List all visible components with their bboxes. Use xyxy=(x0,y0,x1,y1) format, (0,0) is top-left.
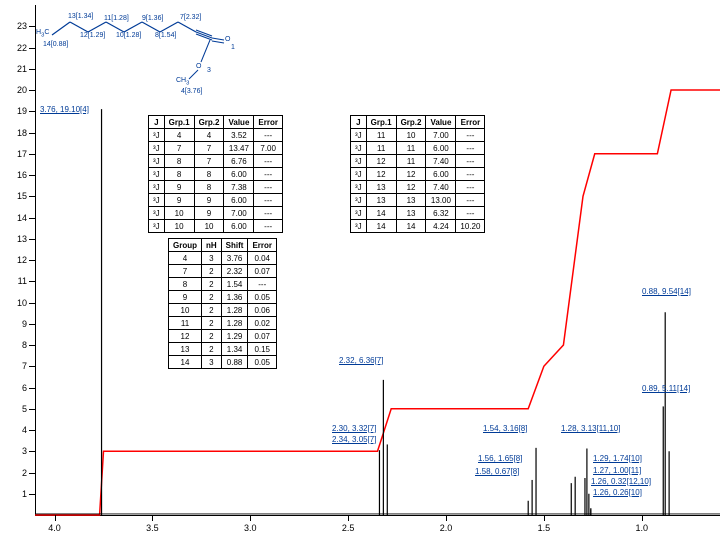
x-axis xyxy=(35,515,720,516)
y-tick-label: 10 xyxy=(3,298,27,308)
group-shift-table: GroupnHShiftError 433.760.04722.320.0782… xyxy=(168,238,277,369)
molecule-atom-label: 4[3.76] xyxy=(181,88,202,95)
peak-label: 0.88, 9.54[14] xyxy=(642,287,691,296)
molecule-atom-label: 7[2.32] xyxy=(180,14,201,21)
y-tick xyxy=(29,69,35,70)
y-tick xyxy=(29,388,35,389)
y-tick xyxy=(29,324,35,325)
peak-label: 1.28, 3.13[11,10] xyxy=(561,424,620,433)
molecule-atom-label: 9[1.36] xyxy=(142,15,163,22)
y-tick xyxy=(29,494,35,495)
y-tick-label: 23 xyxy=(3,21,27,31)
molecule-atom-label: 12[1.29] xyxy=(80,32,105,39)
peak-label: 1.26, 0.32[12,10] xyxy=(591,477,651,486)
molecule-atom-label: 1 xyxy=(231,44,235,51)
y-axis xyxy=(35,5,36,515)
y-tick-label: 4 xyxy=(3,425,27,435)
peak-label: 1.58, 0.67[8] xyxy=(475,467,519,476)
molecule-atom-label: O xyxy=(225,36,230,43)
molecule-atom-label: 10[1.28] xyxy=(116,32,141,39)
x-tick-label: 4.0 xyxy=(48,523,61,533)
y-tick xyxy=(29,345,35,346)
molecule-atom-label: O xyxy=(196,63,201,70)
y-tick xyxy=(29,90,35,91)
molecule-atom-label: 3 xyxy=(207,67,211,74)
peak-label: 1.54, 3.16[8] xyxy=(483,424,527,433)
y-tick xyxy=(29,133,35,134)
x-tick xyxy=(446,515,447,521)
y-tick xyxy=(29,409,35,410)
y-tick xyxy=(29,239,35,240)
x-tick xyxy=(348,515,349,521)
molecule-atom-label: 8[1.54] xyxy=(155,32,176,39)
molecule-atom-label: 14[0.88] xyxy=(43,41,68,48)
x-tick xyxy=(544,515,545,521)
y-tick xyxy=(29,196,35,197)
y-tick xyxy=(29,175,35,176)
x-tick-label: 2.0 xyxy=(440,523,453,533)
molecule-atom-label: 13[1.34] xyxy=(68,13,93,20)
peak-label: 1.56, 1.65[8] xyxy=(478,454,522,463)
y-tick-label: 19 xyxy=(3,106,27,116)
y-tick xyxy=(29,111,35,112)
x-tick xyxy=(642,515,643,521)
y-tick-label: 20 xyxy=(3,85,27,95)
y-tick xyxy=(29,366,35,367)
y-tick-label: 17 xyxy=(3,149,27,159)
y-tick-label: 14 xyxy=(3,213,27,223)
y-tick-label: 3 xyxy=(3,446,27,456)
y-tick xyxy=(29,260,35,261)
x-tick-label: 1.5 xyxy=(538,523,551,533)
x-tick-label: 3.0 xyxy=(244,523,257,533)
y-tick-label: 11 xyxy=(3,276,27,286)
y-tick xyxy=(29,154,35,155)
peak-label: 3.76, 19.10[4] xyxy=(40,105,89,114)
y-tick-label: 12 xyxy=(3,255,27,265)
peak-label: 2.32, 6.36[7] xyxy=(339,356,383,365)
x-tick xyxy=(152,515,153,521)
molecule-atom-label: H3C xyxy=(36,29,49,38)
y-tick-label: 1 xyxy=(3,489,27,499)
peak-label: 2.30, 3.32[7] xyxy=(332,424,376,433)
y-tick xyxy=(29,451,35,452)
y-tick xyxy=(29,281,35,282)
y-tick-label: 15 xyxy=(3,191,27,201)
j-coupling-table-1: JGrp.1Grp.2ValueError ³J443.52---³J7713.… xyxy=(148,115,283,233)
y-tick-label: 9 xyxy=(3,319,27,329)
y-tick xyxy=(29,26,35,27)
x-tick xyxy=(250,515,251,521)
molecule-atom-label: CH3 xyxy=(176,77,189,86)
y-tick xyxy=(29,48,35,49)
y-tick-label: 21 xyxy=(3,64,27,74)
molecule-atom-label: 11[1.28] xyxy=(104,15,129,22)
x-tick xyxy=(55,515,56,521)
y-tick-label: 6 xyxy=(3,383,27,393)
x-tick-label: 2.5 xyxy=(342,523,355,533)
y-tick xyxy=(29,473,35,474)
y-tick xyxy=(29,218,35,219)
y-tick-label: 8 xyxy=(3,340,27,350)
peak-label: 1.29, 1.74[10] xyxy=(593,454,642,463)
y-tick-label: 22 xyxy=(3,43,27,53)
peak-label: 1.27, 1.00[11] xyxy=(593,466,641,475)
x-tick-label: 3.5 xyxy=(146,523,159,533)
y-tick xyxy=(29,303,35,304)
y-tick-label: 5 xyxy=(3,404,27,414)
peak-label: 2.34, 3.05[7] xyxy=(332,435,376,444)
peak-label: 1.26, 0.26[10] xyxy=(593,488,642,497)
peak-label: 0.89, 5.11[14] xyxy=(642,384,690,393)
y-tick-label: 16 xyxy=(3,170,27,180)
y-tick-label: 7 xyxy=(3,361,27,371)
x-tick-label: 1.0 xyxy=(635,523,648,533)
j-coupling-table-2: JGrp.1Grp.2ValueError ³J11107.00---³J111… xyxy=(350,115,485,233)
y-tick-label: 2 xyxy=(3,468,27,478)
y-tick xyxy=(29,430,35,431)
y-tick-label: 13 xyxy=(3,234,27,244)
y-tick-label: 18 xyxy=(3,128,27,138)
